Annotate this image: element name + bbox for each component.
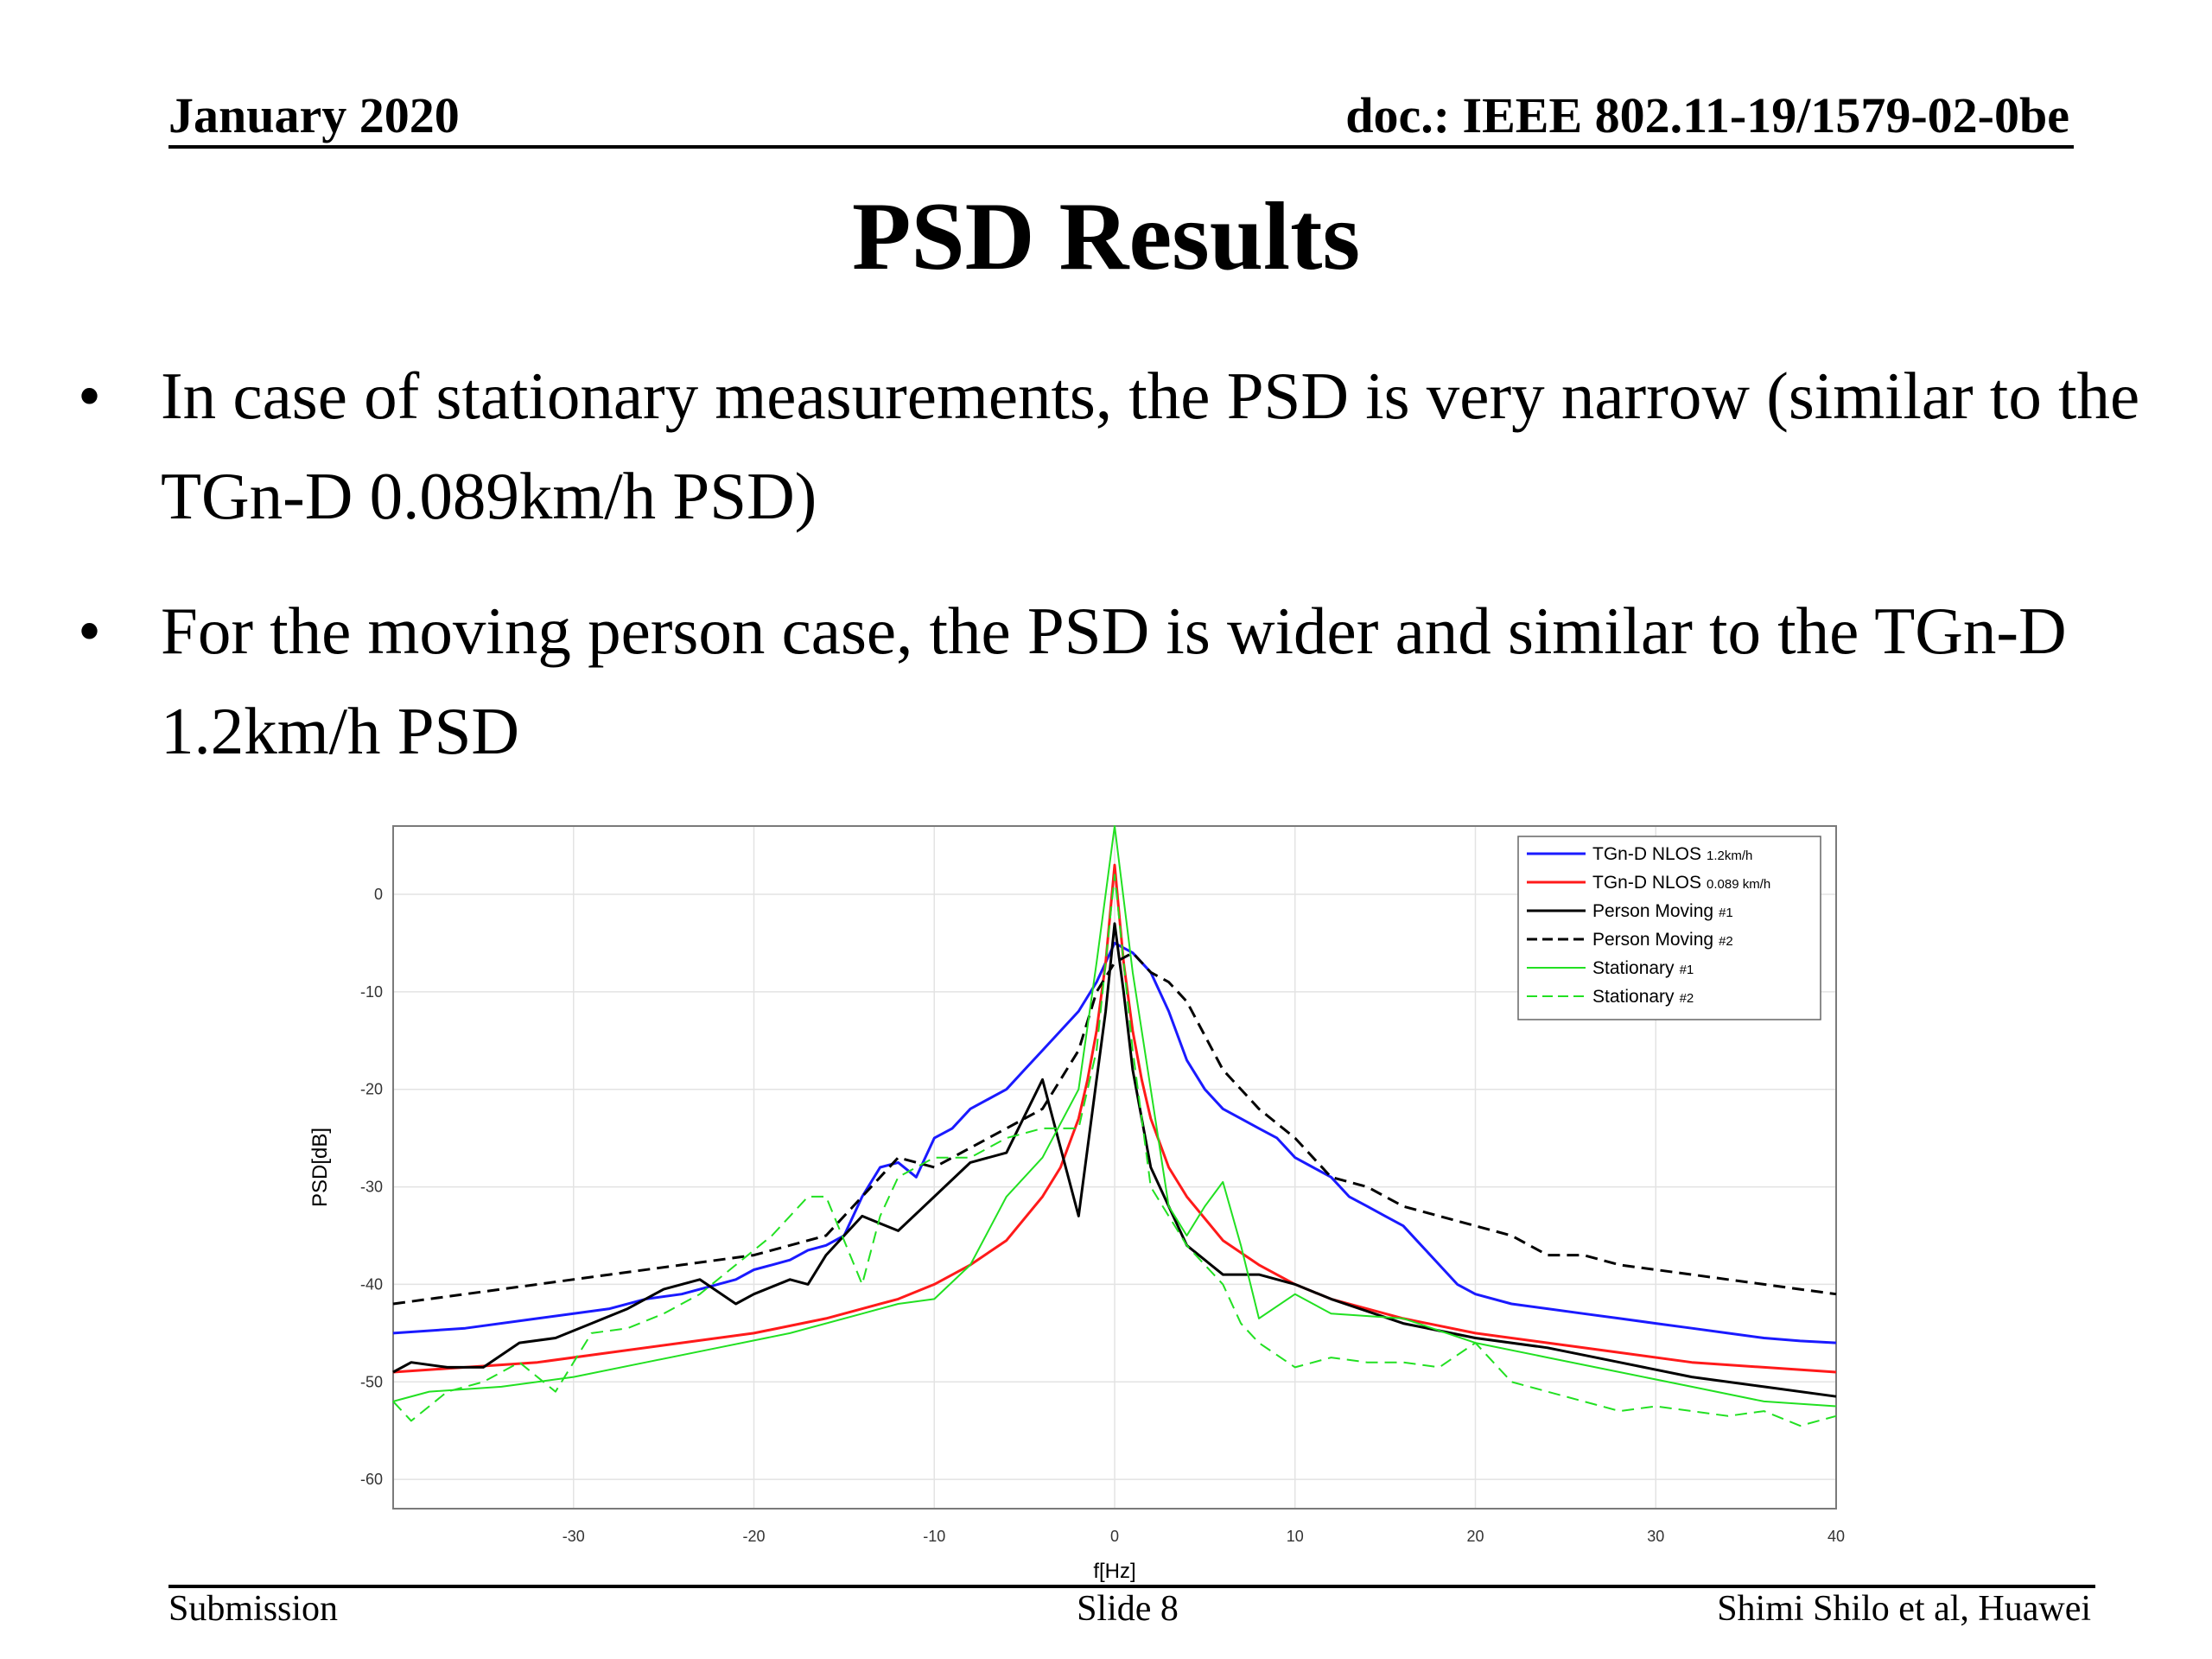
x-tick-label: 30 bbox=[1647, 1528, 1664, 1545]
psd-chart: -30 -20 -10 0 10 20 30 40 0 -10 -20 -30 -40 -50 -60 f[… bbox=[308, 825, 1845, 1583]
slide-title: PSD Results bbox=[851, 183, 1361, 290]
legend-entry: Stationary #1 bbox=[1592, 958, 1694, 978]
legend-entry: TGn-D NLOS 1.2km/h bbox=[1592, 844, 1752, 864]
series-line-3 bbox=[392, 922, 1837, 1398]
legend-box bbox=[1517, 836, 1821, 1020]
x-tick-label: 10 bbox=[1287, 1528, 1304, 1545]
x-tick-label: 0 bbox=[1110, 1528, 1119, 1545]
series-line-2 bbox=[392, 863, 1837, 1374]
bullet-text: For the moving person case, the PSD is w… bbox=[161, 594, 2067, 768]
series-line-6 bbox=[392, 874, 1837, 1427]
header-doc-id: doc.: IEEE 802.11-19/1579-02-0be bbox=[1345, 87, 2069, 143]
legend-entry: Person Moving #2 bbox=[1592, 930, 1733, 950]
y-tick-label: 0 bbox=[374, 886, 383, 903]
chart-series bbox=[392, 825, 1837, 1427]
y-tick-label: -50 bbox=[360, 1373, 383, 1390]
legend-entry: TGn-D NLOS 0.089 km/h bbox=[1592, 873, 1770, 893]
chart-legend: TGn-D NLOS 1.2km/h TGn-D NLOS 0.089 km/h Per… bbox=[1517, 836, 1821, 1020]
y-tick-label: -60 bbox=[360, 1471, 383, 1488]
legend-entry: Stationary #2 bbox=[1592, 987, 1694, 1007]
bullet-text: In case of stationary measurements, the … bbox=[161, 359, 2140, 533]
footer-submission: Submission bbox=[168, 1589, 339, 1629]
x-tick-label: -20 bbox=[742, 1528, 765, 1545]
y-tick-label: -20 bbox=[360, 1081, 383, 1098]
chart-grid bbox=[393, 826, 1837, 1509]
footer-rule bbox=[168, 1585, 2095, 1588]
bullet-marker: • bbox=[78, 594, 101, 668]
footer-slide-number: Slide 8 bbox=[1077, 1589, 1179, 1629]
x-tick-label: -10 bbox=[923, 1528, 945, 1545]
x-tick-label: -30 bbox=[563, 1528, 585, 1545]
x-tick-label: 20 bbox=[1466, 1528, 1484, 1545]
series-line-1 bbox=[392, 941, 1837, 1344]
chart-ticks: -30 -20 -10 0 10 20 30 40 0 -10 -20 -30 -40 -50 -60 bbox=[360, 886, 1845, 1545]
header-date: January 2020 bbox=[168, 87, 460, 143]
series-line-4 bbox=[392, 951, 1837, 1306]
footer-author: Shimi Shilo et al, Huawei bbox=[1717, 1589, 2091, 1629]
y-axis-label: PSD[dB] bbox=[308, 1128, 332, 1207]
y-tick-label: -10 bbox=[360, 983, 383, 1001]
series-line-5 bbox=[392, 825, 1837, 1408]
header-rule bbox=[168, 145, 2074, 149]
legend-entry: Person Moving #1 bbox=[1592, 901, 1733, 921]
bullet-marker: • bbox=[78, 359, 101, 433]
x-axis-label: f[Hz] bbox=[1093, 1560, 1135, 1583]
x-tick-label: 40 bbox=[1827, 1528, 1845, 1545]
y-tick-label: -40 bbox=[360, 1275, 383, 1293]
y-tick-label: -30 bbox=[360, 1179, 383, 1196]
